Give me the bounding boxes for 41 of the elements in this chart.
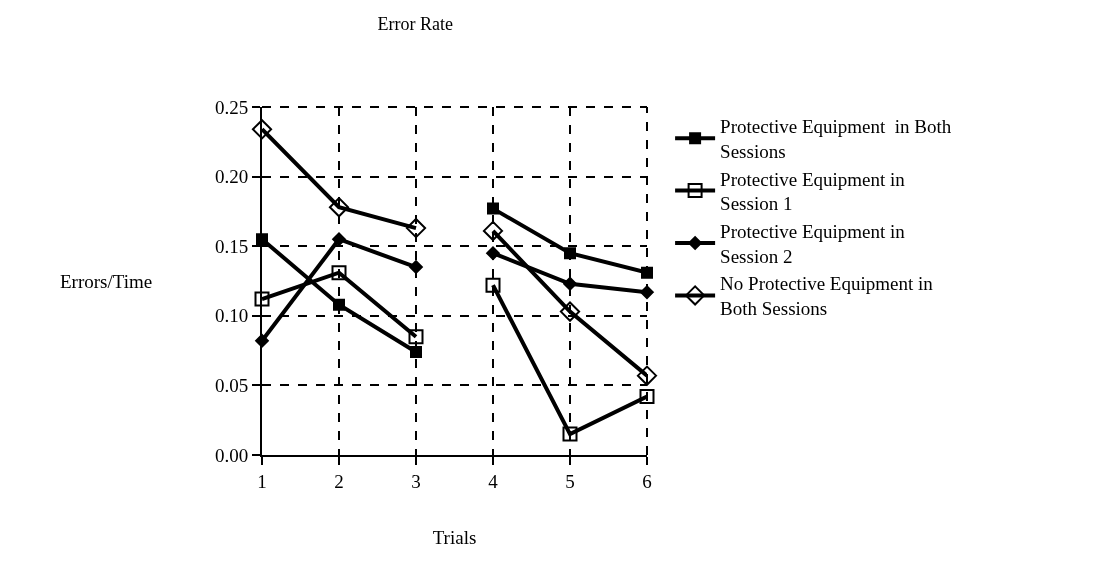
legend-label: Protective Equipment in Session 1 xyxy=(720,168,906,215)
point xyxy=(333,298,345,311)
legend-label: Protective Equipment in Both Sessions xyxy=(720,116,952,162)
x-tick-label: 6 xyxy=(642,470,652,492)
y-axis-title: Errors/Time xyxy=(60,271,153,292)
point xyxy=(559,301,581,322)
point xyxy=(636,365,658,386)
y-tick-label: 0.15 xyxy=(214,235,249,257)
x-axis-title: Trials xyxy=(432,527,477,549)
y-tick-label: 0.05 xyxy=(214,375,249,397)
x-tick-label: 1 xyxy=(257,470,267,492)
y-tick-label: 0.20 xyxy=(214,166,249,188)
point xyxy=(251,119,273,140)
point xyxy=(410,345,422,358)
point xyxy=(641,266,653,279)
legend-label: Protective Equipment in Session 2 xyxy=(720,221,906,267)
point xyxy=(563,276,577,291)
point xyxy=(562,426,578,442)
x-tick-label: 4 xyxy=(488,470,499,492)
point xyxy=(640,285,654,299)
y-tick-label: 0.25 xyxy=(214,96,249,118)
chart-title: Error Rate xyxy=(377,13,453,34)
point xyxy=(485,277,501,293)
point xyxy=(564,247,576,260)
point xyxy=(486,246,500,261)
point xyxy=(254,291,270,307)
point xyxy=(328,197,350,218)
x-tick-label: 5 xyxy=(565,470,575,492)
x-tick-label: 2 xyxy=(334,470,344,492)
point xyxy=(408,329,424,345)
point xyxy=(331,265,347,281)
point xyxy=(639,389,655,405)
x-tick-label: 3 xyxy=(411,470,421,492)
point xyxy=(482,220,504,241)
point xyxy=(405,218,427,239)
point xyxy=(332,232,346,247)
y-tick-label: 0.10 xyxy=(214,305,249,327)
legend-label: No Protective Equipment in Both Sessions xyxy=(720,273,934,320)
y-tick-label: 0.00 xyxy=(214,444,249,466)
point xyxy=(487,202,499,215)
point xyxy=(409,260,423,274)
